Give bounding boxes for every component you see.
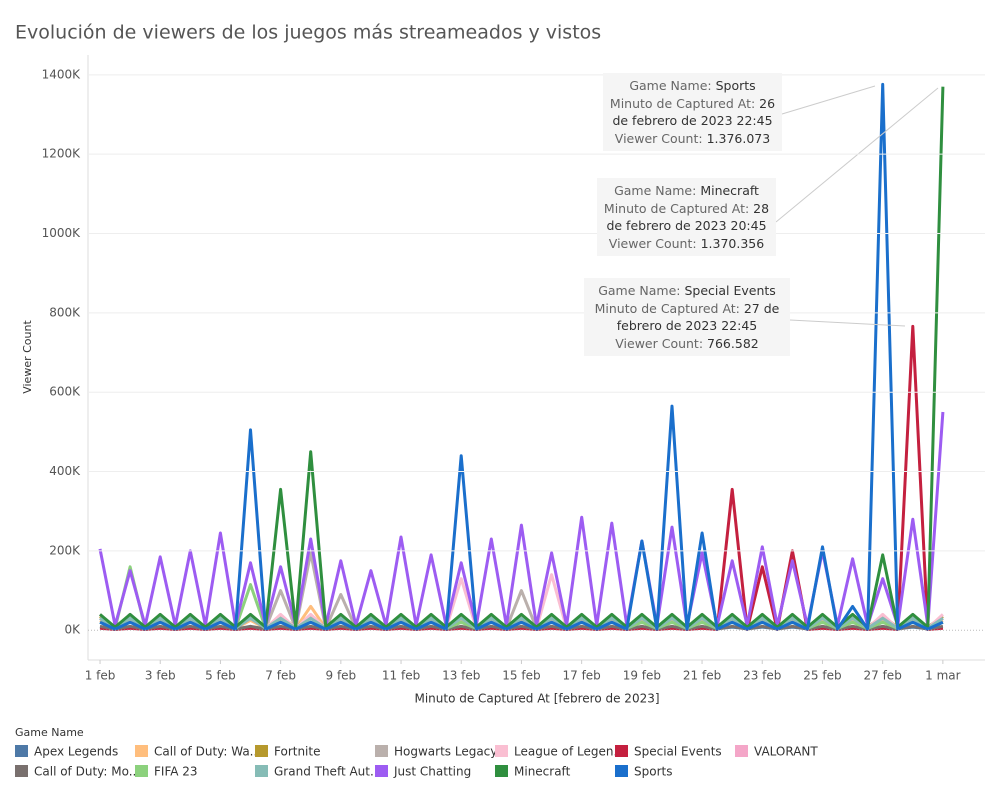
y-tick-label: 1000K: [42, 226, 82, 240]
legend-swatch: [375, 765, 388, 777]
tooltip-label: Minuto de Captured At:: [603, 200, 754, 216]
legend-label: Hogwarts Legacy: [394, 745, 497, 759]
legend-label: Call of Duty: Wa..: [154, 745, 257, 759]
legend-title: Game Name: [15, 726, 84, 739]
tooltip-label: Minuto de Captured At:: [609, 95, 760, 111]
series-line: [98, 411, 945, 627]
x-tick-label: 13 feb: [442, 669, 480, 683]
tooltip-row: de febrero de 2023 22:45: [609, 112, 776, 130]
y-axis-title: Viewer Count: [21, 320, 34, 394]
tooltip-row: de febrero de 2023 20:45: [603, 217, 770, 235]
chart-title: Evolución de viewers de los juegos más s…: [15, 22, 601, 44]
legend-swatch: [15, 765, 28, 777]
tooltip-row: Game Name: Special Events: [590, 282, 784, 300]
y-tick-label: 600K: [49, 385, 81, 399]
x-tick-label: 17 feb: [562, 669, 600, 683]
tooltip-value: de febrero de 2023 22:45: [612, 113, 773, 128]
tooltip-connector: [775, 87, 939, 223]
legend-swatch: [255, 765, 268, 777]
x-tick-label: 21 feb: [683, 669, 721, 683]
legend-label: Special Events: [634, 745, 722, 759]
tooltip-value: febrero de 2023 22:45: [616, 318, 758, 333]
y-tick-label: 200K: [49, 543, 81, 557]
x-tick-label: 27 feb: [864, 669, 902, 683]
legend-label: VALORANT: [754, 745, 818, 759]
x-tick-label: 15 feb: [502, 669, 540, 683]
legend-label: Minecraft: [514, 765, 571, 779]
legend-swatch: [15, 745, 28, 757]
legend-label: Grand Theft Aut..: [274, 765, 378, 779]
tooltip-value: 26: [759, 95, 776, 111]
tooltip-value: 1.376.073: [706, 130, 771, 146]
x-tick-label: 11 feb: [382, 669, 420, 683]
tooltip-label: Minuto de Captured At:: [594, 300, 744, 316]
legend-label: Fortnite: [274, 745, 320, 759]
tooltip-connector: [789, 319, 906, 327]
tooltip: Game Name: Sports Minuto de Captured At: …: [603, 73, 782, 151]
tooltip-connector: [781, 85, 876, 115]
x-tick-label: 25 feb: [803, 669, 841, 683]
y-tick-label: 1400K: [42, 67, 82, 81]
tooltip-row: Minuto de Captured At: 26: [609, 95, 776, 113]
tooltip-row: febrero de 2023 22:45: [590, 317, 784, 335]
legend-swatch: [135, 765, 148, 777]
tooltip-value: Minecraft: [700, 183, 759, 198]
series-line: [99, 616, 944, 630]
tooltip-label: Game Name:: [614, 183, 701, 198]
tooltip-row: Minuto de Captured At: 27 de: [590, 300, 784, 318]
tooltip-value: 27 de: [743, 300, 780, 316]
x-tick-label: 1 mar: [925, 669, 960, 683]
tooltip-row: Game Name: Minecraft: [603, 182, 770, 200]
tooltip-value: de febrero de 2023 20:45: [606, 218, 767, 233]
tooltip: Game Name: Special Events Minuto de Captu…: [584, 278, 790, 356]
y-tick-label: 800K: [49, 305, 81, 319]
x-axis-title: Minuto de Captured At [febrero de 2023]: [414, 692, 659, 706]
legend-swatch: [615, 745, 628, 757]
tooltip-value: Sports: [715, 78, 756, 93]
tooltip: Game Name: Minecraft Minuto de Captured A…: [597, 178, 776, 256]
x-tick-label: 7 feb: [265, 669, 296, 683]
legend-swatch: [495, 745, 508, 757]
tooltip-row: Viewer Count: 766.582: [590, 335, 784, 353]
series-line: [99, 82, 944, 631]
tooltip-value: Special Events: [684, 283, 776, 298]
legend-swatch: [135, 745, 148, 757]
legend-label: Just Chatting: [393, 765, 471, 779]
legend-swatch: [735, 745, 748, 757]
tooltip-label: Game Name:: [629, 78, 716, 93]
legend-swatch: [255, 745, 268, 757]
legend-swatch: [495, 765, 508, 777]
x-tick-label: 5 feb: [205, 669, 236, 683]
legend-label: Apex Legends: [34, 745, 118, 759]
plot-area: [98, 82, 945, 631]
tooltip-row: Game Name: Sports: [609, 77, 776, 95]
y-tick-label: 400K: [49, 464, 81, 478]
tooltip-label: Viewer Count:: [615, 335, 708, 351]
legend-swatch: [375, 745, 388, 757]
x-tick-label: 1 feb: [85, 669, 116, 683]
legend-label: League of Legen..: [514, 745, 621, 759]
tooltip-value: 28: [753, 200, 770, 216]
tooltip-label: Viewer Count:: [614, 130, 707, 146]
x-tick-label: 9 feb: [326, 669, 357, 683]
legend-label: FIFA 23: [154, 765, 198, 779]
tooltip-label: Viewer Count:: [608, 235, 701, 251]
tooltip-label: Game Name:: [598, 283, 685, 298]
y-tick-label: 0K: [64, 623, 81, 637]
tooltip-value: 1.370.356: [700, 235, 765, 251]
tooltip-row: Viewer Count: 1.376.073: [609, 130, 776, 148]
series-line: [99, 86, 945, 629]
legend-label: Sports: [634, 765, 672, 779]
x-tick-label: 23 feb: [743, 669, 781, 683]
legend-swatch: [615, 765, 628, 777]
legend-label: Call of Duty: Mo..: [34, 765, 136, 779]
x-tick-label: 3 feb: [145, 669, 176, 683]
y-tick-label: 1200K: [42, 147, 82, 161]
tooltip-row: Viewer Count: 1.370.356: [603, 235, 770, 253]
tooltip-row: Minuto de Captured At: 28: [603, 200, 770, 218]
tooltip-value: 766.582: [707, 335, 759, 351]
x-tick-label: 19 feb: [623, 669, 661, 683]
